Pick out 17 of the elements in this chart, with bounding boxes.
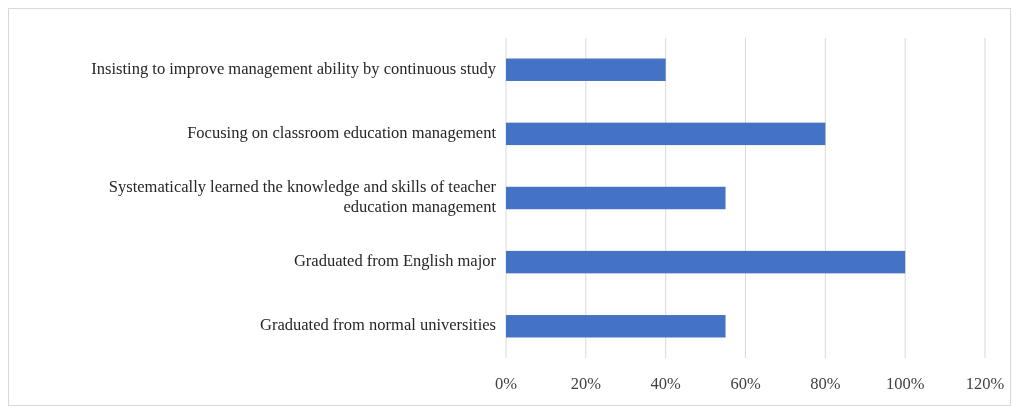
x-tick-label: 80%: [810, 374, 841, 393]
y-tick-label: Systematically learned the knowledge and skills of teacher education management: [108, 176, 497, 216]
y-tick-label: Insisting to improve management ability by continuous study: [91, 58, 497, 78]
x-tick-label: 100%: [885, 374, 925, 393]
y-tick-label: Graduated from English major: [293, 250, 497, 270]
bar: [506, 58, 666, 81]
bar: [506, 122, 826, 146]
bar: [506, 186, 726, 210]
y-tick-label: Focusing on classroom education management: [187, 122, 497, 142]
y-tick-label: Graduated from normal universities: [260, 315, 496, 335]
bar: [506, 250, 906, 274]
x-tick-label: 60%: [730, 374, 761, 393]
bar: [506, 315, 726, 338]
x-tick-label: 120%: [965, 374, 1005, 393]
x-tick-label: 40%: [650, 374, 682, 393]
x-tick-label: 0%: [495, 374, 518, 393]
x-tick-label: 20%: [570, 374, 602, 393]
